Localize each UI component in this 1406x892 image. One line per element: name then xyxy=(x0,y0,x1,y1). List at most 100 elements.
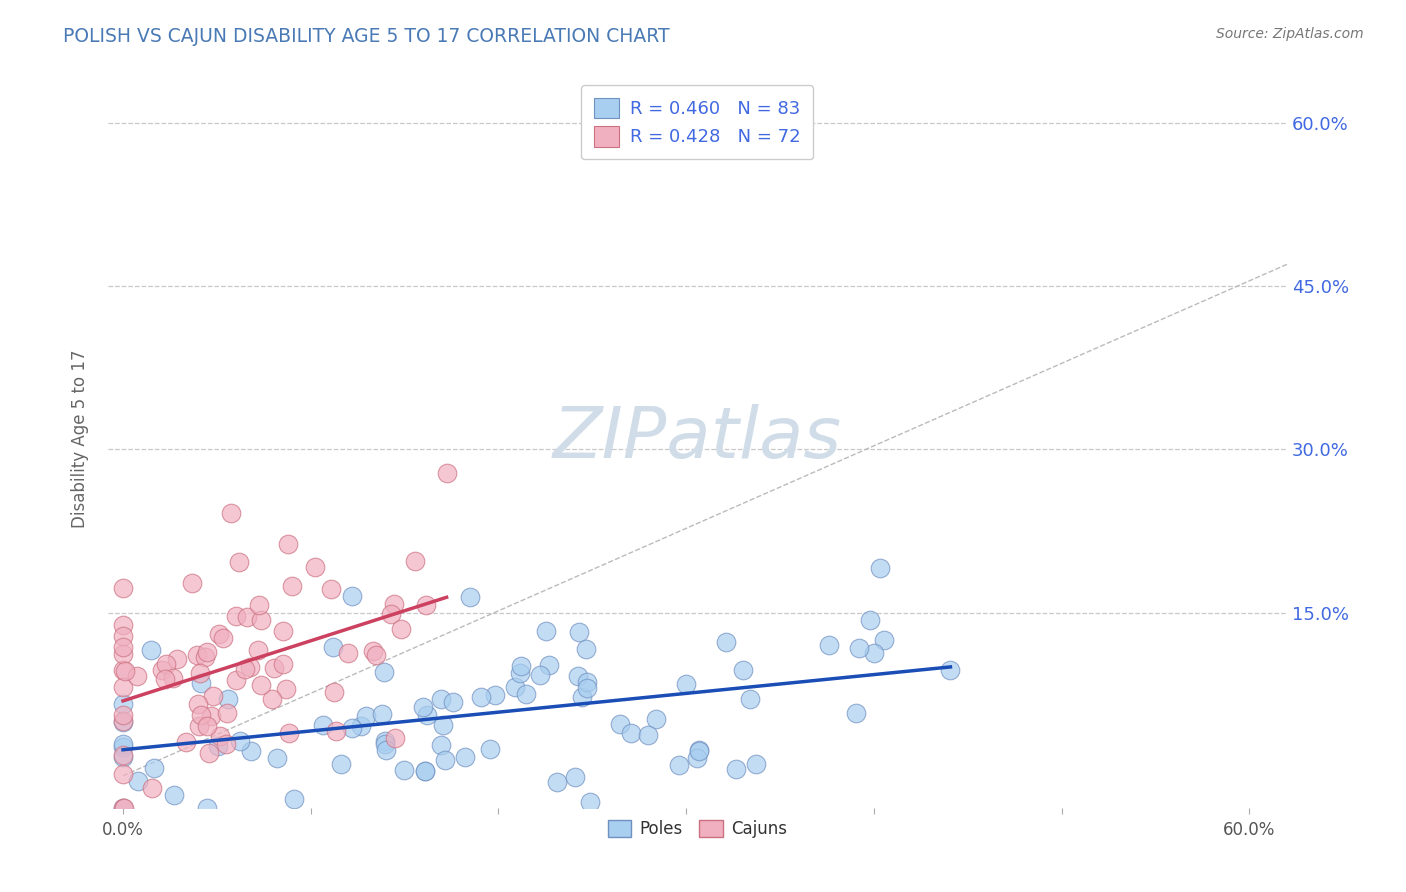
Point xyxy=(416,708,439,723)
Point xyxy=(433,753,456,767)
Point xyxy=(725,762,748,776)
Point xyxy=(176,735,198,749)
Point xyxy=(564,770,586,784)
Point xyxy=(127,774,149,789)
Point xyxy=(325,724,347,739)
Point xyxy=(190,676,212,690)
Point xyxy=(217,692,239,706)
Point xyxy=(162,671,184,685)
Point xyxy=(111,801,134,815)
Point xyxy=(484,688,506,702)
Point xyxy=(111,640,134,655)
Point xyxy=(271,624,294,639)
Point xyxy=(150,663,173,677)
Point xyxy=(354,709,377,723)
Point xyxy=(195,801,218,815)
Point xyxy=(198,747,221,761)
Point xyxy=(208,627,231,641)
Point xyxy=(374,733,396,747)
Point xyxy=(194,650,217,665)
Point xyxy=(190,707,212,722)
Point xyxy=(229,734,252,748)
Point xyxy=(478,742,501,756)
Text: ZIPatlas: ZIPatlas xyxy=(553,404,842,473)
Point xyxy=(412,700,434,714)
Point xyxy=(575,681,598,696)
Point xyxy=(350,719,373,733)
Point xyxy=(529,667,551,681)
Point xyxy=(250,613,273,627)
Point xyxy=(111,681,134,695)
Point xyxy=(114,665,136,679)
Point xyxy=(688,743,710,757)
Point xyxy=(688,744,710,758)
Point xyxy=(862,646,884,660)
Point xyxy=(215,738,238,752)
Point xyxy=(111,629,134,643)
Point xyxy=(236,610,259,624)
Point xyxy=(207,739,229,753)
Point xyxy=(432,718,454,732)
Point xyxy=(111,714,134,728)
Point xyxy=(389,622,412,636)
Point xyxy=(430,692,453,706)
Point xyxy=(322,640,344,654)
Point xyxy=(277,536,299,550)
Point xyxy=(260,692,283,706)
Point xyxy=(111,618,134,632)
Point xyxy=(645,712,668,726)
Point xyxy=(738,692,761,706)
Point xyxy=(188,666,211,681)
Point xyxy=(620,726,643,740)
Point xyxy=(195,645,218,659)
Legend: Poles, Cajuns: Poles, Cajuns xyxy=(602,813,794,845)
Point xyxy=(153,672,176,686)
Point xyxy=(246,643,269,657)
Point xyxy=(509,659,531,673)
Text: POLISH VS CAJUN DISABILITY AGE 5 TO 17 CORRELATION CHART: POLISH VS CAJUN DISABILITY AGE 5 TO 17 C… xyxy=(63,27,669,45)
Point xyxy=(436,467,458,481)
Point xyxy=(869,561,891,575)
Point xyxy=(274,681,297,696)
Point xyxy=(845,706,868,720)
Point xyxy=(470,690,492,704)
Point xyxy=(366,648,388,662)
Point xyxy=(609,717,631,731)
Point xyxy=(873,632,896,647)
Point xyxy=(281,579,304,593)
Point xyxy=(111,801,134,815)
Point xyxy=(568,624,591,639)
Point xyxy=(141,780,163,795)
Point xyxy=(111,737,134,751)
Point xyxy=(859,613,882,627)
Point xyxy=(384,731,406,745)
Point xyxy=(278,726,301,740)
Point xyxy=(188,719,211,733)
Point xyxy=(215,706,238,720)
Point xyxy=(125,668,148,682)
Point xyxy=(197,719,219,733)
Point xyxy=(212,631,235,645)
Point xyxy=(668,757,690,772)
Point xyxy=(111,750,134,764)
Point xyxy=(250,678,273,692)
Point xyxy=(567,669,589,683)
Point xyxy=(180,576,202,591)
Point xyxy=(340,722,363,736)
Point xyxy=(818,639,841,653)
Point xyxy=(382,598,405,612)
Point xyxy=(283,792,305,806)
Point xyxy=(733,663,755,677)
Point xyxy=(225,609,247,624)
Point xyxy=(415,764,437,778)
Point xyxy=(404,554,426,568)
Point xyxy=(374,737,396,751)
Point xyxy=(538,657,561,672)
Point xyxy=(394,763,416,777)
Point xyxy=(111,697,134,711)
Text: Source: ZipAtlas.com: Source: ZipAtlas.com xyxy=(1216,27,1364,41)
Point xyxy=(200,709,222,723)
Point xyxy=(112,801,135,815)
Point xyxy=(111,648,134,662)
Point xyxy=(571,690,593,705)
